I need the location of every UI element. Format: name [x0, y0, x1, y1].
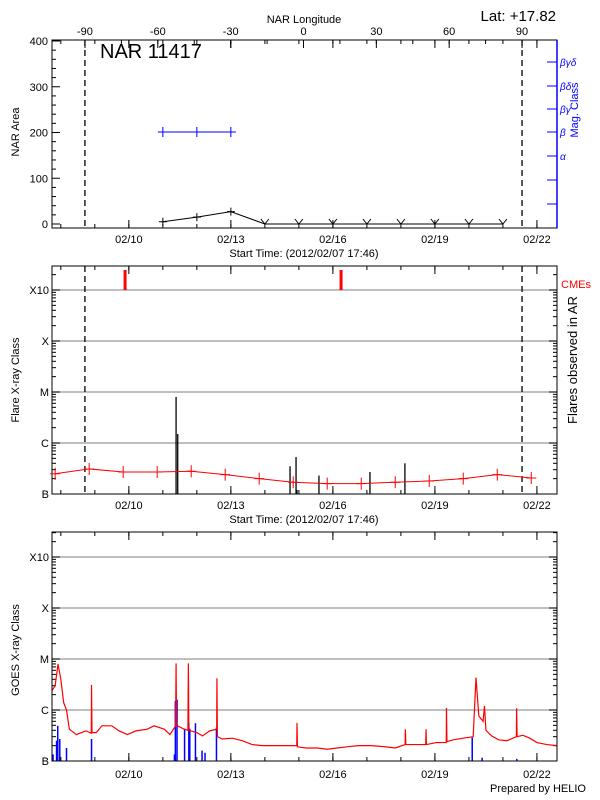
longitude-tick-label: 30 [370, 26, 382, 38]
background-point [84, 462, 95, 475]
nar-panel: NAR Longitude Lat: +17.82 NAR 11417 NAR … [10, 8, 581, 260]
y-tick-label: B [42, 489, 49, 501]
start-time-label: Start Time: (2012/02/07 17:46) [229, 514, 378, 526]
background-point [390, 476, 401, 489]
latitude-label: Lat: +17.82 [481, 8, 556, 25]
x-tick-label: 02/13 [217, 500, 245, 512]
x-tick-label: 02/13 [217, 234, 245, 246]
background-point [118, 466, 129, 478]
y-tick-label: 300 [30, 82, 48, 94]
y-tick-label: C [41, 705, 49, 717]
background-point [424, 474, 435, 487]
background-point [458, 472, 469, 485]
background-point [254, 472, 265, 485]
nar-area-point [396, 218, 406, 225]
y-tick-label: 400 [30, 36, 48, 48]
longitude-tick-label: -30 [223, 26, 239, 38]
background-point [322, 477, 333, 490]
y-tick-label: 0 [42, 219, 48, 231]
mag-class-tick-label: α [560, 152, 566, 163]
x-tick-label: 02/16 [319, 500, 347, 512]
background-point [186, 465, 197, 478]
y-tick-label: B [42, 756, 49, 768]
x-tick-label: 02/10 [115, 500, 143, 512]
x-tick-label: 02/22 [523, 234, 551, 246]
plot-frame [51, 265, 558, 495]
nar-area-point [260, 218, 270, 225]
goes-flux-line [51, 663, 558, 750]
nar-area-point [430, 218, 440, 225]
y-tick-label: 100 [30, 173, 48, 185]
mag-class-axis-title: Mag. Class [569, 82, 581, 138]
nar-area-point [226, 207, 235, 216]
goes-class-axis-title: GOES X-ray Class [10, 604, 22, 696]
goes-panel: GOES X-ray Class Prepared by HELIO B C M X X… [10, 531, 586, 795]
mag-class-tick-label: β [559, 128, 566, 139]
cmes-label: CMEs [561, 279, 591, 291]
prepared-by-footer: Prepared by HELIO [490, 783, 586, 795]
background-point [492, 468, 503, 481]
y-tick-label: X [42, 603, 50, 615]
mag-class-tick-label: βγ [559, 105, 572, 116]
background-point [526, 471, 537, 484]
background-point [356, 477, 367, 490]
flare-class-axis-title: Flare X-ray Class [10, 337, 22, 422]
mag-class-tick-label: βδ [559, 82, 572, 93]
x-tick-label: 02/16 [319, 234, 347, 246]
y-tick-label: 200 [30, 128, 48, 140]
x-tick-label: 02/19 [421, 769, 449, 781]
y-tick-label: C [41, 438, 49, 450]
mag-class-point [191, 127, 202, 137]
plot-frame [51, 531, 558, 762]
longitude-tick-label: 0 [300, 26, 306, 38]
nar-area-point [192, 213, 201, 222]
nar-area-point [362, 218, 372, 225]
x-tick-label: 02/13 [217, 769, 245, 781]
background-point [288, 476, 299, 489]
mag-class-point [225, 127, 236, 137]
longitude-tick-label: -60 [150, 26, 166, 38]
longitude-axis-title: NAR Longitude [267, 14, 342, 26]
x-tick-label: 02/19 [421, 500, 449, 512]
y-tick-label: M [40, 387, 49, 399]
nar-area-axis-title: NAR Area [10, 107, 22, 157]
flares-observed-axis-title: Flares observed in AR [565, 296, 580, 424]
x-tick-label: 02/22 [523, 769, 551, 781]
plot-frame [51, 39, 558, 229]
nar-area-point [464, 218, 474, 225]
nar-area-point [498, 218, 508, 225]
y-tick-label: X [42, 336, 50, 348]
start-time-label: Start Time: (2012/02/07 17:46) [229, 248, 378, 260]
mag-class-point [157, 127, 168, 137]
longitude-tick-label: -90 [77, 26, 93, 38]
y-tick-label: X10 [29, 552, 49, 564]
mag-class-tick-label: βγδ [559, 58, 577, 69]
x-tick-label: 02/22 [523, 500, 551, 512]
background-point [152, 466, 163, 478]
nar-area-point [158, 217, 167, 226]
y-tick-label: X10 [29, 285, 49, 297]
background-point [220, 468, 231, 481]
region-title: NAR 11417 [100, 41, 202, 63]
y-tick-label: M [40, 654, 49, 666]
x-tick-label: 02/10 [115, 234, 143, 246]
flares-panel: Flare X-ray Class Flares observed in AR … [10, 265, 591, 526]
nar-area-point [294, 218, 304, 225]
longitude-tick-label: 60 [443, 26, 455, 38]
x-tick-label: 02/19 [421, 234, 449, 246]
background-point [50, 467, 61, 480]
nar-area-point [328, 218, 338, 225]
longitude-tick-label: 90 [516, 26, 528, 38]
x-tick-label: 02/10 [115, 769, 143, 781]
x-tick-label: 02/16 [319, 769, 347, 781]
